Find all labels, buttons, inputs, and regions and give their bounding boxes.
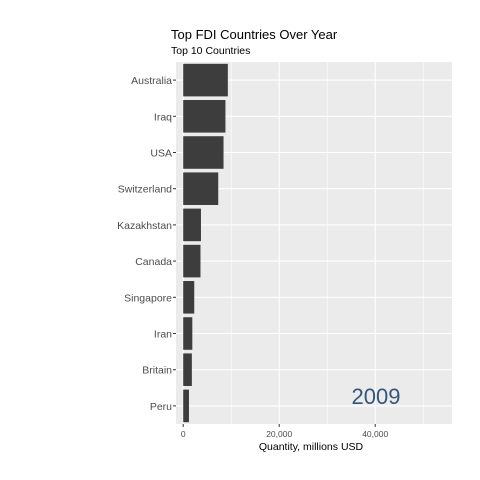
category-label-singapore: Singapore bbox=[124, 292, 172, 304]
category-labels: Australia Iraq USA Switzerland Kazakhstan Can… bbox=[117, 75, 176, 413]
category-label-iraq: Iraq bbox=[154, 111, 172, 123]
x-tick-label-0: 0 bbox=[181, 429, 186, 439]
bar-peru bbox=[183, 389, 189, 423]
chart-title: Top FDI Countries Over Year bbox=[171, 27, 338, 42]
bar-britain bbox=[183, 353, 192, 386]
category-label-australia: Australia bbox=[131, 75, 172, 87]
category-label-switzerland: Switzerland bbox=[118, 184, 172, 196]
bar-canada bbox=[183, 244, 201, 278]
bar-kazakhstan bbox=[183, 208, 201, 242]
x-tick-label-1: 20,000 bbox=[266, 429, 292, 439]
bar-australia bbox=[183, 63, 228, 97]
x-tick-label-2: 40,000 bbox=[362, 429, 388, 439]
year-annotation: 2009 bbox=[352, 384, 401, 409]
category-label-britain: Britain bbox=[142, 365, 172, 377]
category-label-iran: Iran bbox=[154, 329, 172, 341]
x-ticks: 0 20,000 40,000 bbox=[181, 424, 388, 439]
category-label-usa: USA bbox=[150, 148, 172, 160]
category-label-kazakhstan: Kazakhstan bbox=[117, 220, 172, 232]
chart-subtitle: Top 10 Countries bbox=[171, 45, 250, 57]
bar-iraq bbox=[183, 100, 226, 133]
bars bbox=[183, 63, 228, 423]
bar-usa bbox=[183, 136, 224, 169]
bar-switzerland bbox=[183, 172, 219, 205]
bar-iran bbox=[183, 317, 193, 350]
bar-singapore bbox=[183, 281, 195, 314]
category-label-canada: Canada bbox=[135, 256, 172, 268]
category-label-peru: Peru bbox=[150, 401, 172, 413]
x-axis-label: Quantity, millions USD bbox=[259, 441, 364, 453]
